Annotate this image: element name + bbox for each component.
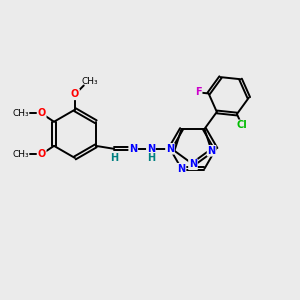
Text: N: N <box>166 144 174 154</box>
Text: H: H <box>110 153 118 163</box>
Text: F: F <box>195 87 202 98</box>
Text: H: H <box>147 153 155 163</box>
Text: N: N <box>177 164 186 174</box>
Text: CH₃: CH₃ <box>13 150 29 159</box>
Text: N: N <box>129 144 137 154</box>
Text: CH₃: CH₃ <box>13 109 29 118</box>
Text: O: O <box>38 109 46 118</box>
Text: N: N <box>189 159 197 169</box>
Text: O: O <box>71 89 79 99</box>
Text: Cl: Cl <box>237 120 247 130</box>
Text: N: N <box>208 146 216 156</box>
Text: N: N <box>147 144 155 154</box>
Text: O: O <box>38 149 46 159</box>
Text: CH₃: CH₃ <box>81 77 98 86</box>
